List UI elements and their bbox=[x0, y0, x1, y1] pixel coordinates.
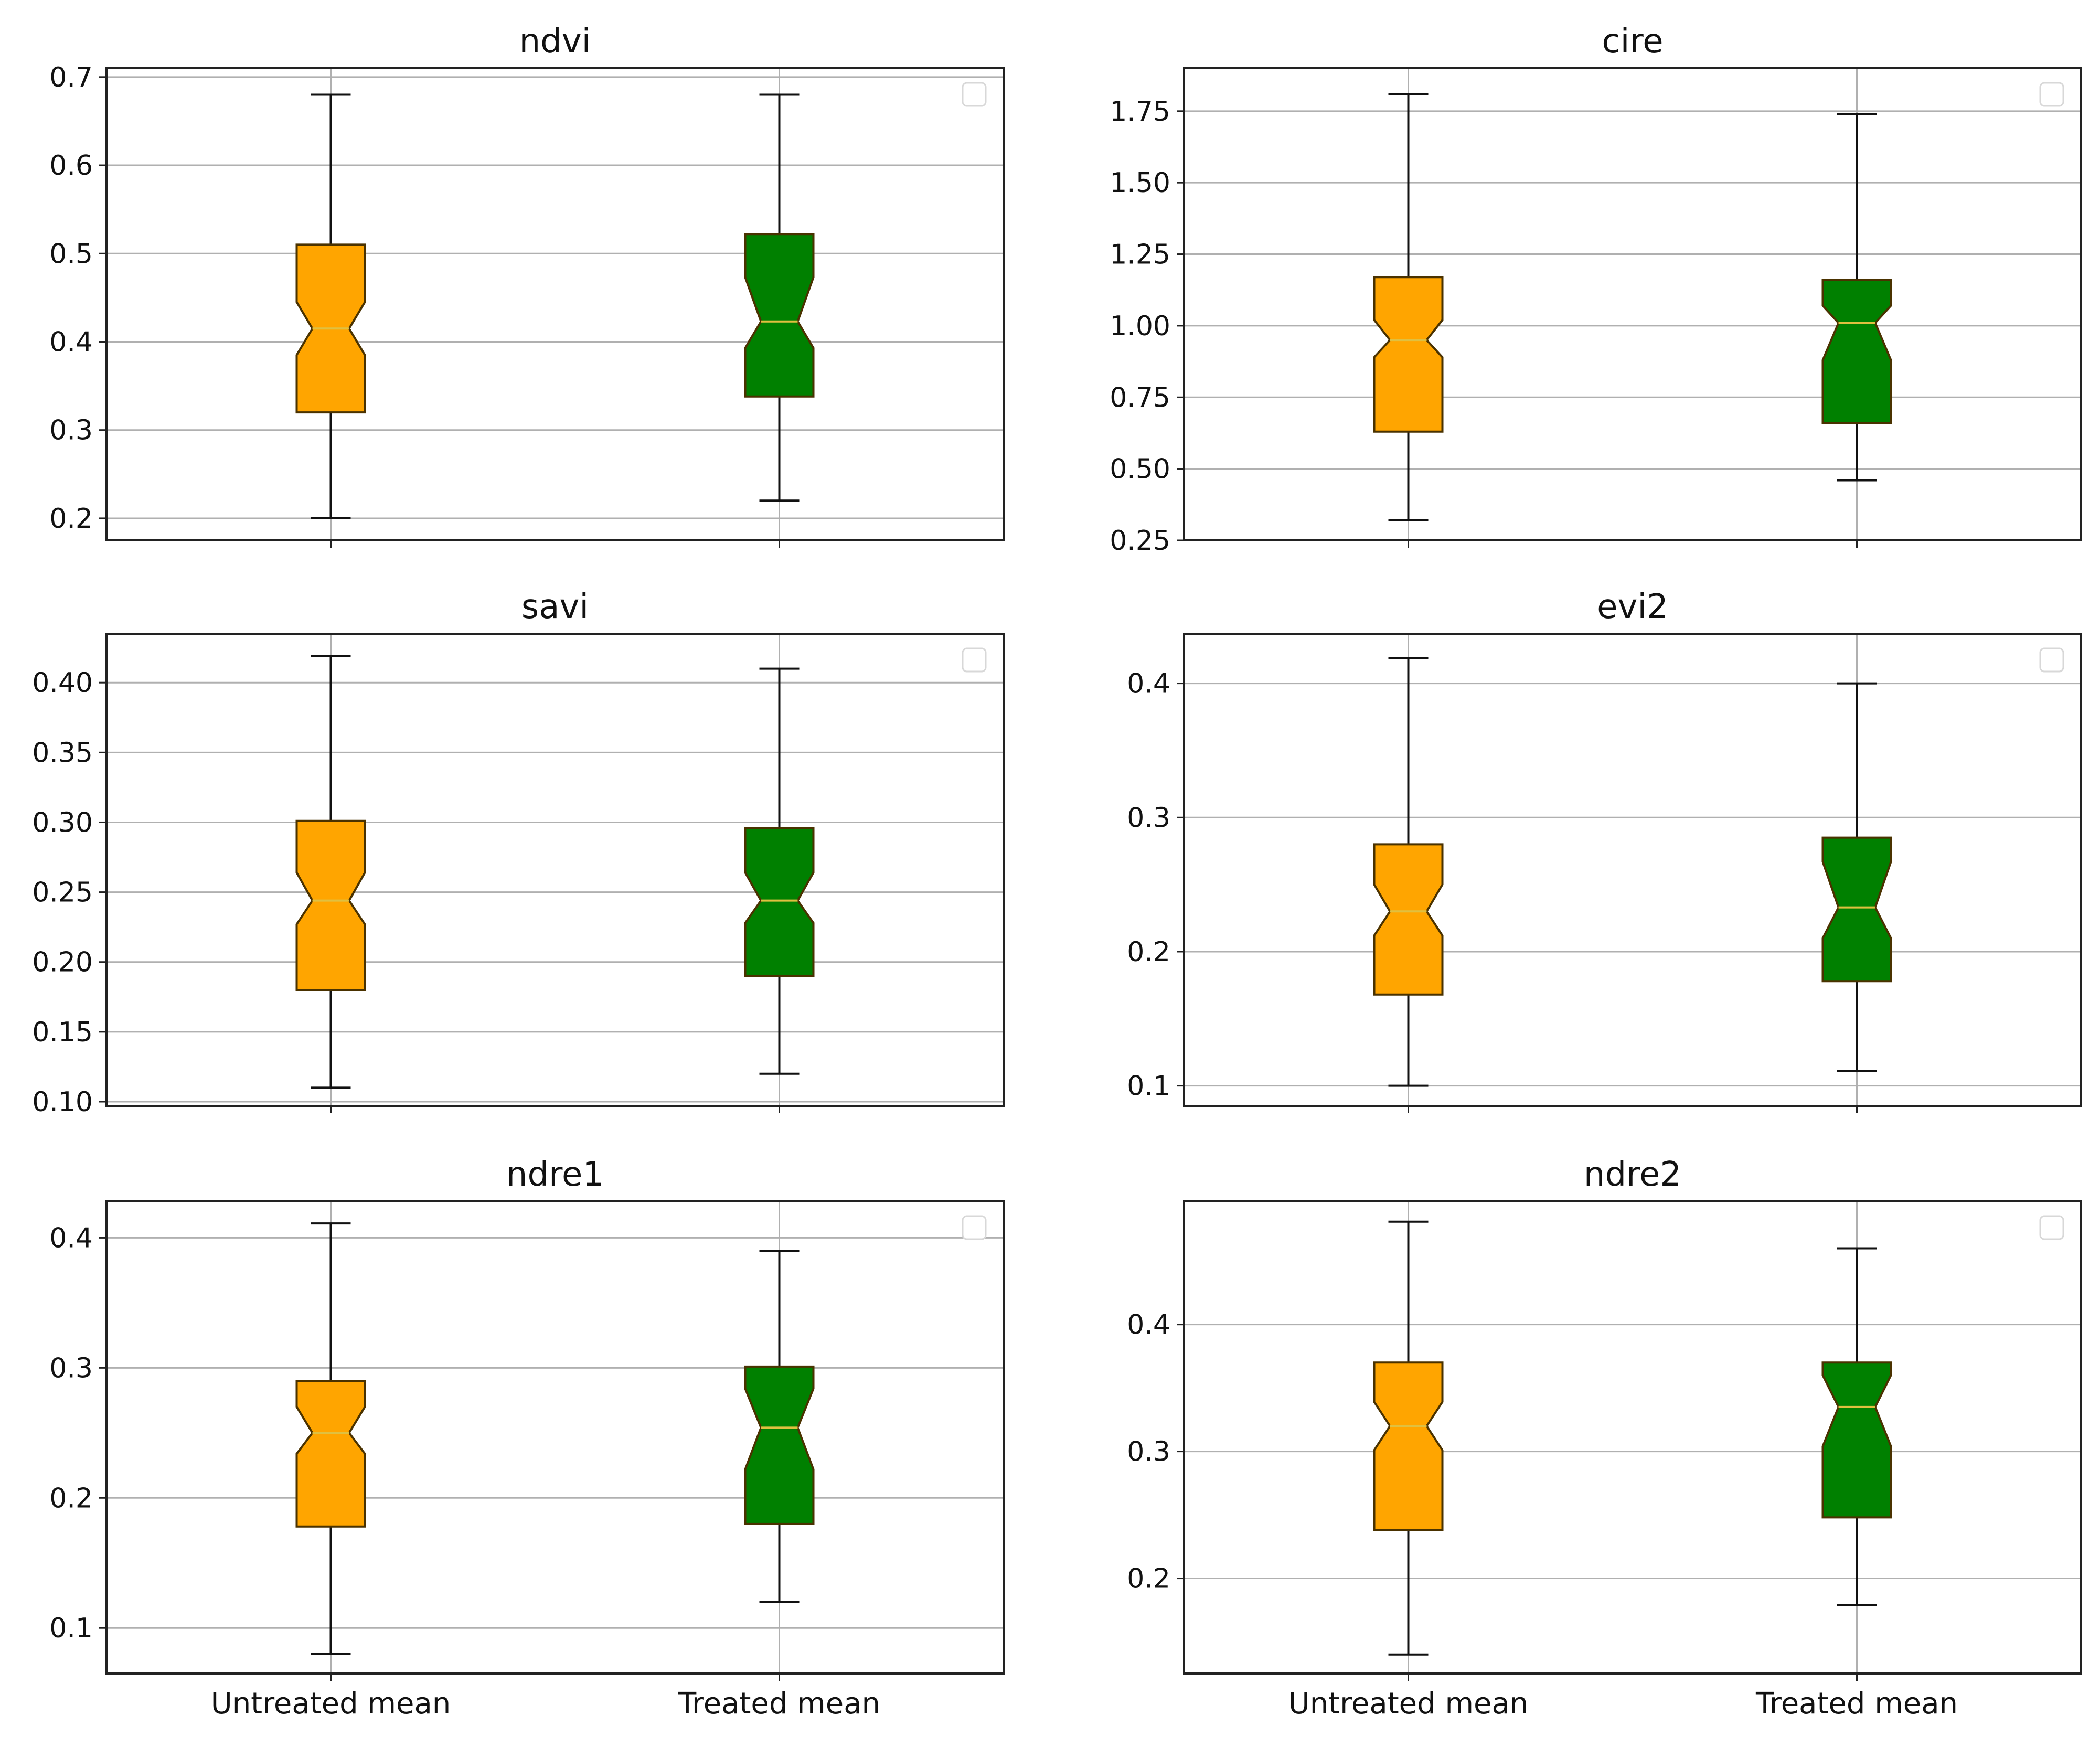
chart-3-treated-box bbox=[1821, 836, 1892, 983]
chart-2-ytick-label: 0.35 bbox=[32, 737, 93, 769]
chart-4-ytick-label: 0.4 bbox=[49, 1222, 93, 1254]
chart-4-treated-box bbox=[744, 1365, 815, 1525]
chart-5-legend-box bbox=[2039, 1215, 2064, 1240]
chart-2-treated-box bbox=[744, 827, 815, 977]
chart-0-ytick-label: 0.2 bbox=[49, 503, 93, 535]
chart-4-untreated-box bbox=[295, 1380, 366, 1528]
chart-3-ytick-label: 0.4 bbox=[1127, 668, 1170, 700]
chart-5-title: ndre2 bbox=[1584, 1155, 1681, 1194]
chart-0-ytick-label: 0.6 bbox=[49, 150, 93, 182]
chart-0-panel: ndvi 0.2 0.3 0.4 0.5 0.6 0.7 bbox=[49, 22, 1005, 548]
chart-5-axes-frame bbox=[1183, 1200, 2082, 1675]
chart-2-panel: savi 0.10 0.15 0.20 0.25 0.30 0.35 0.40 bbox=[32, 588, 1005, 1118]
chart-5-ytick-label: 0.2 bbox=[1127, 1563, 1170, 1595]
chart-1-ytick-label: 1.50 bbox=[1110, 167, 1170, 199]
chart-2-ytick-label: 0.15 bbox=[32, 1017, 93, 1048]
chart-1-ytick-label: 1.75 bbox=[1110, 96, 1170, 127]
chart-5-untreated-box bbox=[1373, 1361, 1444, 1531]
chart-3-untreated-box bbox=[1373, 843, 1444, 996]
chart-3-title: evi2 bbox=[1597, 588, 1668, 626]
chart-1-legend-box bbox=[2039, 82, 2064, 107]
chart-2-title: savi bbox=[521, 588, 589, 626]
chart-2-axes-frame bbox=[105, 633, 1005, 1107]
chart-1-treated-box bbox=[1821, 279, 1892, 424]
chart-2-ytick-label: 0.10 bbox=[32, 1086, 93, 1118]
chart-0-ytick-label: 0.4 bbox=[49, 326, 93, 358]
chart-5-xtick-label: Untreated mean bbox=[1288, 1687, 1529, 1721]
chart-4-axes-frame bbox=[105, 1200, 1005, 1675]
chart-0-ytick-label: 0.5 bbox=[49, 238, 93, 270]
chart-1-title: cire bbox=[1602, 22, 1663, 61]
chart-2-ytick-label: 0.30 bbox=[32, 807, 93, 838]
chart-5-ytick-label: 0.4 bbox=[1127, 1309, 1170, 1341]
chart-0-treated-box bbox=[744, 233, 815, 398]
chart-1-ytick-label: 0.25 bbox=[1110, 525, 1170, 557]
chart-2-untreated-box bbox=[295, 819, 366, 991]
chart-5-panel: ndre2 0.2 0.3 0.4 Untreated mean Treated mean bbox=[1127, 1155, 2082, 1721]
chart-5-ytick-label: 0.3 bbox=[1127, 1436, 1170, 1468]
chart-3-panel: evi2 0.1 0.2 0.3 0.4 bbox=[1127, 588, 2082, 1113]
chart-1-ytick-label: 1.25 bbox=[1110, 239, 1170, 271]
chart-1-ytick-label: 1.00 bbox=[1110, 311, 1170, 342]
chart-1-panel: cire 0.25 0.50 0.75 1.00 1.25 1.50 1.75 bbox=[1110, 22, 2082, 557]
chart-5-xtick-label: Treated mean bbox=[1755, 1687, 1958, 1721]
chart-0-axes-frame bbox=[105, 67, 1005, 541]
chart-2-ytick-label: 0.25 bbox=[32, 877, 93, 909]
chart-3-axes-frame bbox=[1183, 633, 2082, 1107]
chart-4-ytick-label: 0.2 bbox=[49, 1483, 93, 1514]
chart-3-ytick-label: 0.2 bbox=[1127, 936, 1170, 968]
chart-4-ytick-label: 0.1 bbox=[49, 1613, 93, 1644]
chart-4-title: ndre1 bbox=[506, 1155, 604, 1194]
chart-2-ytick-label: 0.20 bbox=[32, 947, 93, 978]
chart-1-untreated-box bbox=[1373, 276, 1444, 433]
chart-2-ytick-label: 0.40 bbox=[32, 667, 93, 699]
chart-3-ytick-label: 0.3 bbox=[1127, 802, 1170, 834]
chart-5-treated-box bbox=[1821, 1361, 1892, 1519]
chart-0-legend-box bbox=[962, 82, 987, 107]
chart-4-ytick-label: 0.3 bbox=[49, 1352, 93, 1384]
chart-4-xtick-label: Treated mean bbox=[678, 1687, 880, 1721]
chart-4-xtick-label: Untreated mean bbox=[211, 1687, 451, 1721]
chart-3-ytick-label: 0.1 bbox=[1127, 1071, 1170, 1102]
chart-4-panel: ndre1 0.1 0.2 0.3 0.4 Untreated mean Treated m… bbox=[49, 1155, 1005, 1721]
chart-0-title: ndvi bbox=[519, 22, 591, 61]
chart-4-legend-box bbox=[962, 1215, 987, 1240]
chart-3-legend-box bbox=[2039, 647, 2064, 673]
chart-2-legend-box bbox=[962, 647, 987, 673]
chart-1-ytick-label: 0.50 bbox=[1110, 454, 1170, 485]
chart-1-ytick-label: 0.75 bbox=[1110, 382, 1170, 413]
chart-1-axes-frame bbox=[1183, 67, 2082, 541]
chart-0-ytick-label: 0.7 bbox=[49, 62, 93, 93]
chart-0-ytick-label: 0.3 bbox=[49, 415, 93, 446]
